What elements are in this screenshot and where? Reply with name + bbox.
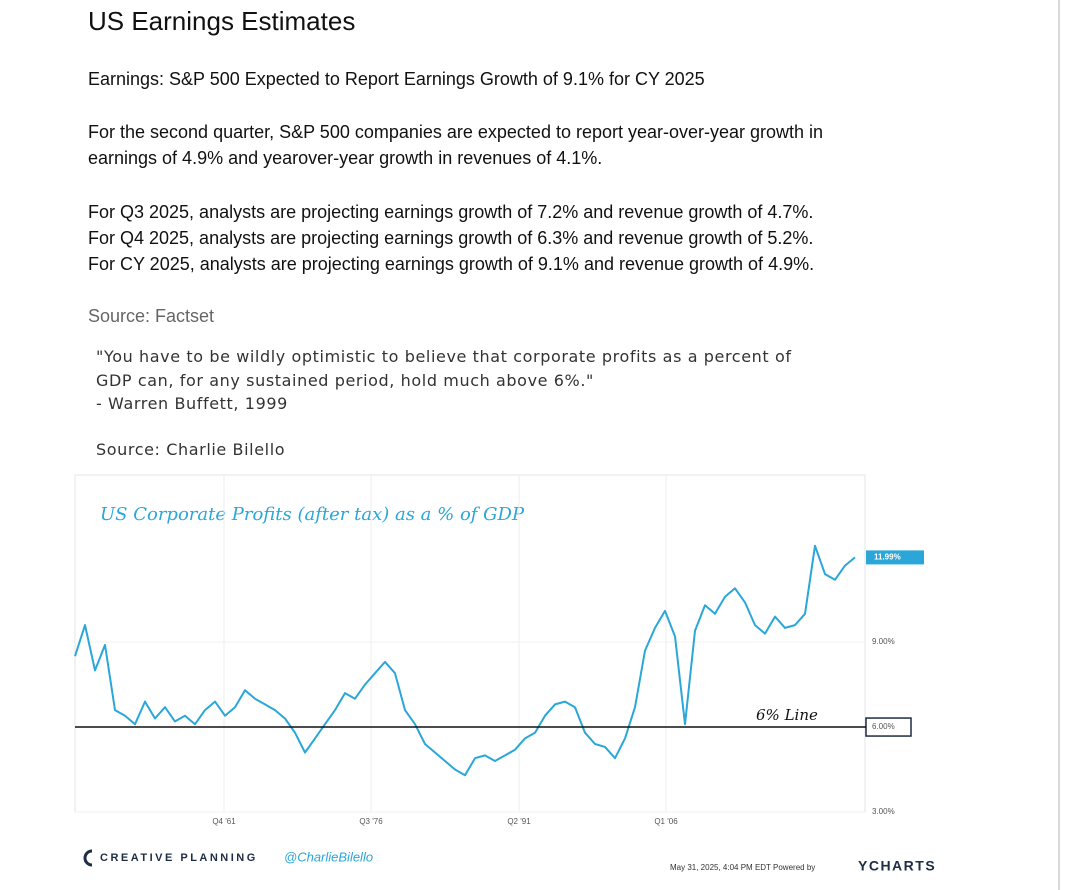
paragraph-line: For the second quarter, S&P 500 companie…	[88, 122, 824, 142]
y-tick-label: 3.00%	[872, 807, 895, 816]
chart-title: US Corporate Profits (after tax) as a % …	[100, 504, 525, 525]
page-title: US Earnings Estimates	[88, 6, 356, 36]
reference-label: 6% Line	[756, 706, 818, 724]
brand-logo	[83, 849, 93, 867]
page-edge	[1058, 0, 1060, 890]
footer-stamp: May 31, 2025, 4:04 PM EDT Powered by	[670, 863, 815, 872]
footer-provider: YCHARTS	[858, 858, 936, 874]
source: Source: Charlie Bilello	[96, 440, 286, 459]
footer-brand: CREATIVE PLANNING	[100, 852, 258, 864]
quote-line: - Warren Buffett, 1999	[96, 394, 288, 413]
y-tick-label: 9.00%	[872, 637, 895, 646]
quote-line: "You have to be wildly optimistic to bel…	[96, 347, 792, 366]
last-value-box	[866, 550, 924, 565]
x-tick-label: Q4 '61	[212, 817, 236, 826]
y-tick-label: 6.00%	[872, 722, 895, 731]
last-value-label: 11.99%	[874, 553, 901, 562]
paragraph-line: For CY 2025, analysts are projecting ear…	[88, 254, 815, 274]
source: Source: Factset	[88, 306, 215, 326]
x-tick-label: Q1 '06	[654, 817, 678, 826]
subtitle: Earnings: S&P 500 Expected to Report Ear…	[88, 69, 705, 89]
paragraph-line: For Q3 2025, analysts are projecting ear…	[88, 202, 814, 222]
x-tick-label: Q3 '76	[359, 817, 383, 826]
quote-line: GDP can, for any sustained period, hold …	[96, 371, 594, 390]
paragraph-line: earnings of 4.9% and yearover-year growt…	[88, 148, 603, 168]
paragraph-line: For Q4 2025, analysts are projecting ear…	[88, 228, 814, 248]
plot-area	[74, 474, 866, 813]
x-tick-label: Q2 '91	[507, 817, 531, 826]
footer-handle: @CharlieBilello	[284, 849, 373, 864]
data-line	[74, 544, 856, 777]
